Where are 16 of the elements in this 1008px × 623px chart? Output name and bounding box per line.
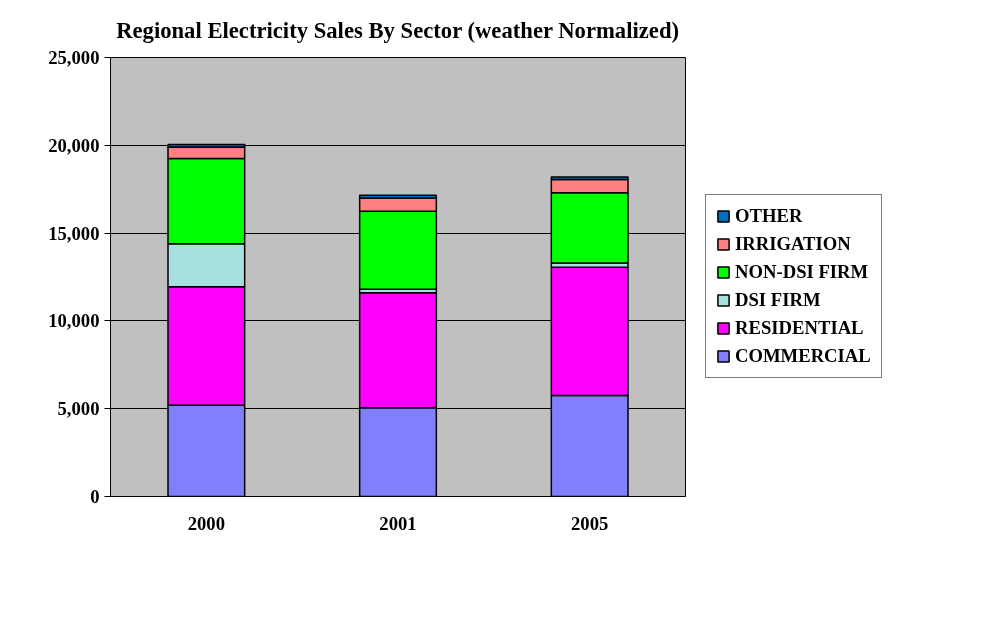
x-tick-label: 2001 <box>379 512 417 534</box>
y-tick-label: 20,000 <box>48 134 100 156</box>
legend-label: RESIDENTIAL <box>735 317 864 339</box>
legend-label: OTHER <box>735 205 803 227</box>
y-tick-label: 0 <box>90 486 100 507</box>
y-tick-label: 10,000 <box>48 310 100 332</box>
x-tick-label: 2005 <box>571 512 609 534</box>
x-tick-label: 2000 <box>187 512 225 534</box>
legend-label: NON-DSI FIRM <box>735 261 869 283</box>
y-tick-label: 15,000 <box>48 222 100 244</box>
legend-label: DSI FIRM <box>735 289 821 311</box>
chart-title: Regional Electricity Sales By Sector (weather Normalized) <box>116 17 680 43</box>
legend-label: COMMERCIAL <box>735 345 871 367</box>
legend-label: IRRIGATION <box>735 233 851 255</box>
y-tick-label: 5,000 <box>57 398 100 420</box>
y-tick-label: 25,000 <box>48 47 100 68</box>
